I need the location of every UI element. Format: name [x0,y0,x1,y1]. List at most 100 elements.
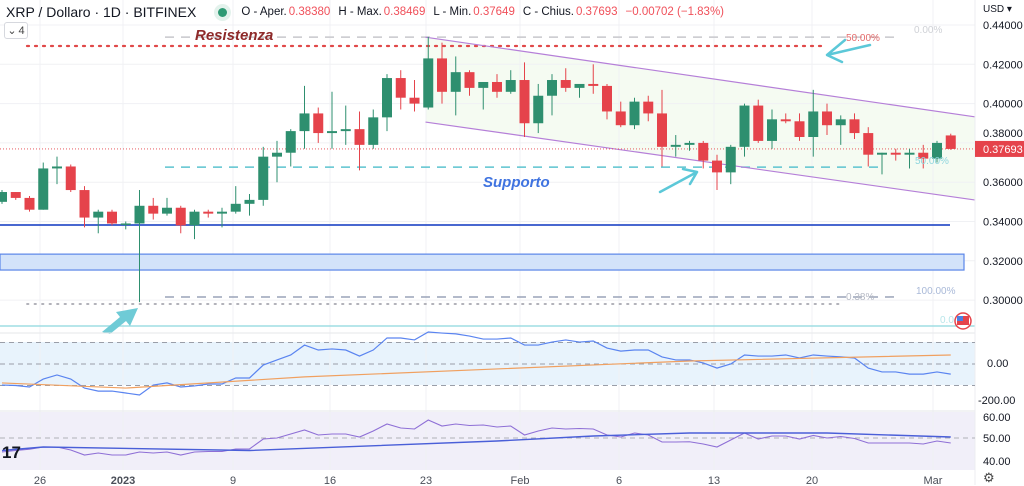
candle-up[interactable] [725,146,736,173]
candle-down[interactable] [560,80,571,88]
support-label: Supporto [483,174,550,191]
candle-up[interactable] [258,156,269,200]
rsi-line[interactable] [1,419,951,456]
candle-up[interactable] [505,80,516,92]
candle-up[interactable] [670,144,681,147]
candle-up[interactable] [162,207,172,214]
price-axis-label: 0.38000 [983,128,1023,140]
channel-lower-line[interactable] [425,121,976,201]
candle-up[interactable] [93,211,104,218]
rsi-ma-line[interactable] [1,432,951,452]
candle-up[interactable] [478,81,489,88]
open-label: O - Aper. [241,6,287,18]
candle-up[interactable] [244,199,255,204]
candle-down[interactable] [24,197,35,210]
candle-down[interactable] [849,119,860,134]
candle-down[interactable] [698,142,709,161]
cci-line[interactable] [1,331,951,396]
candle-up[interactable] [808,111,819,138]
candle-down[interactable] [945,135,956,149]
channel-upper-line[interactable] [425,36,976,118]
high-label: H - Max. [338,6,382,18]
candle-up[interactable] [272,152,282,157]
candle-up[interactable] [285,131,296,153]
candle-down[interactable] [588,83,599,86]
current-price-badge [975,140,1024,157]
cci-ma-line[interactable] [1,354,951,389]
candle-down[interactable] [712,160,722,173]
candle-down[interactable] [79,190,90,218]
candle-down[interactable] [753,105,764,141]
candle-up[interactable] [904,152,915,155]
candle-down[interactable] [615,111,626,126]
candle-up[interactable] [134,205,145,224]
candle-down[interactable] [203,211,214,214]
candle-down[interactable] [822,111,832,126]
candle-up[interactable] [382,78,392,118]
candle-down[interactable] [519,80,530,124]
candle-down[interactable] [492,81,502,92]
time-axis-label: 2023 [111,475,135,485]
candle-up[interactable] [574,83,585,88]
candle-down[interactable] [863,133,874,155]
candle-up[interactable] [423,58,434,108]
candle-up[interactable] [327,131,337,134]
time-axis-label: Mar [924,475,943,485]
candle-down[interactable] [107,211,117,224]
candle-down[interactable] [148,205,159,214]
demand-zone-rect[interactable] [0,253,965,271]
rsi-axis-label: 40.00 [983,456,1011,468]
candle-up[interactable] [835,119,846,126]
time-axis-label: 6 [616,475,622,485]
candle-up[interactable] [368,117,379,145]
time-axis-label: 26 [34,475,46,485]
candle-down[interactable] [437,58,447,92]
collapse-indicators-button[interactable]: ⌄ 4 [4,22,28,39]
candle-down[interactable] [780,119,791,122]
candle-down[interactable] [602,85,612,112]
time-axis-label: 23 [420,475,432,485]
candle-up[interactable] [299,113,310,132]
chevron-down-icon: ▾ [1006,4,1012,15]
candle-down[interactable] [313,113,324,134]
candle-up[interactable] [767,119,777,141]
candle-up[interactable] [189,211,200,226]
candle-down[interactable] [395,78,406,98]
candle-down[interactable] [794,121,805,138]
candle-up[interactable] [217,211,227,214]
candle-down[interactable] [65,166,76,191]
chart-legend: XRP / Dollaro · 1D · BITFINEX O - Aper. 0… [6,4,732,20]
candle-up[interactable] [629,101,640,126]
candle-up[interactable] [739,105,750,147]
candle-up[interactable] [877,152,887,155]
candle-up[interactable] [120,223,131,225]
candle-up[interactable] [684,142,695,145]
chevron-down-icon: ⌄ [7,25,17,37]
candle-down[interactable] [890,152,901,155]
resistance-label: Resistenza [195,27,273,44]
indicator-count: 4 [18,24,25,37]
candle-up[interactable] [340,129,351,132]
arrow-low-icon [102,308,138,334]
candle-up[interactable] [932,142,942,159]
candle-down[interactable] [354,129,365,145]
candle-up[interactable] [533,95,544,124]
candle-down[interactable] [657,113,667,147]
candle-up[interactable] [547,80,557,96]
candle-up[interactable] [0,192,7,202]
candle-up[interactable] [52,166,62,169]
currency-selector[interactable]: USD ▾ [983,4,1012,15]
candle-down[interactable] [175,207,186,226]
candle-down[interactable] [10,192,21,198]
candle-down[interactable] [918,152,929,159]
candle-up[interactable] [230,203,241,212]
price-axis-label: 0.36000 [983,177,1023,189]
symbol-title[interactable]: XRP / Dollaro · 1D · BITFINEX [6,4,197,20]
candle-up[interactable] [450,72,461,92]
candle-down[interactable] [409,97,420,104]
candle-up[interactable] [38,168,49,210]
settings-gear-icon[interactable]: ⚙ [983,470,995,485]
candle-down[interactable] [643,101,654,114]
candle-down[interactable] [464,72,475,88]
